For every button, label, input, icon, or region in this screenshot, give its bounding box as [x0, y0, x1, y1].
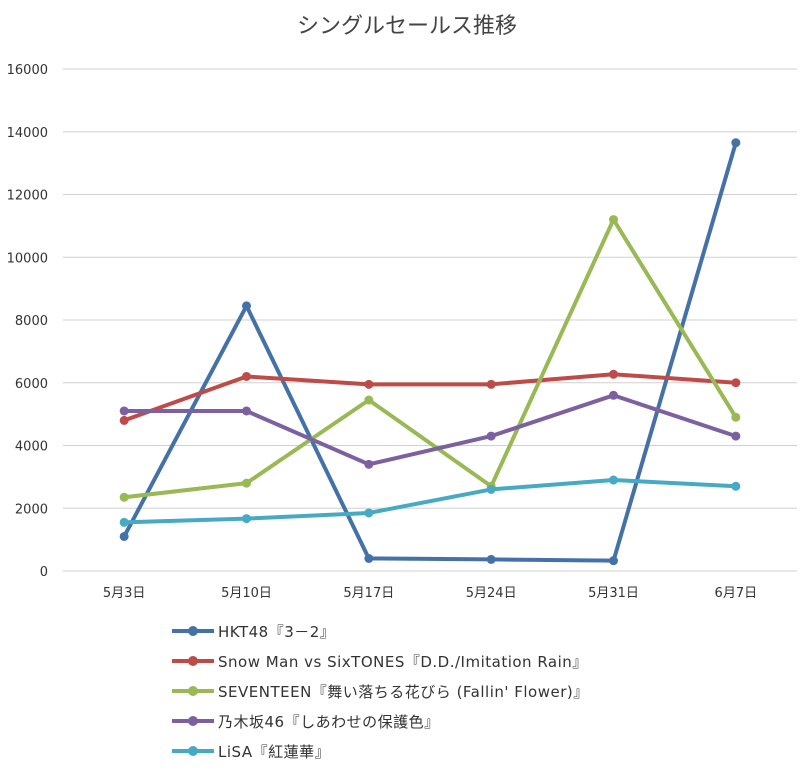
series-0: [119, 138, 741, 566]
legend-label: SEVENTEEN『舞い落ちる花びら (Fallin' Flower)』: [218, 682, 589, 701]
x-axis-ticks: 5月3日 5月10日 5月17日 5月24日 5月31日 6月7日: [103, 586, 757, 601]
data-point: [242, 514, 251, 524]
chart-title: シングルセールス推移: [297, 14, 517, 39]
legend-label: HKT48『3－2』: [218, 622, 336, 641]
data-point: [609, 390, 618, 400]
gridlines: [63, 68, 797, 572]
y-tick-label: 8000: [15, 314, 48, 329]
y-tick-label: 0: [40, 565, 48, 580]
x-tick-label: 5月10日: [221, 586, 272, 601]
data-point: [609, 475, 618, 485]
legend-item: 乃木坂46『しあわせの保護色』: [172, 706, 589, 736]
data-point: [486, 431, 496, 441]
data-point: [242, 371, 251, 381]
data-point: [119, 492, 129, 502]
series-2: [119, 215, 741, 502]
data-point: [242, 478, 251, 488]
data-point: [364, 508, 374, 518]
data-point: [731, 481, 741, 491]
data-point: [731, 431, 741, 441]
y-tick-label: 12000: [7, 189, 48, 204]
data-point: [609, 556, 618, 566]
data-point: [119, 517, 129, 527]
series-line: [122, 142, 738, 563]
legend-item: LiSA『紅蓮華』: [172, 736, 589, 766]
series-line: [124, 393, 737, 467]
data-point: [486, 379, 496, 389]
legend: HKT48『3－2』 Snow Man vs SixTONES『D.D./Imit…: [172, 616, 589, 766]
data-point: [486, 554, 496, 564]
data-point: [119, 406, 129, 416]
x-tick-label: 5月31日: [588, 586, 639, 601]
data-point: [731, 378, 741, 388]
data-point: [119, 531, 129, 541]
series-4: [119, 475, 741, 527]
series-line: [124, 478, 736, 525]
y-tick-label: 16000: [7, 63, 48, 78]
y-tick-label: 10000: [7, 251, 48, 266]
x-tick-label: 5月3日: [103, 586, 146, 601]
y-axis-ticks: 0 2000 4000 6000 8000 10000 12000 14000 16000: [7, 63, 48, 580]
legend-swatch-icon: [172, 684, 214, 698]
data-point: [731, 412, 741, 422]
legend-item: HKT48『3－2』: [172, 616, 589, 646]
legend-swatch-icon: [172, 714, 214, 728]
data-point: [486, 484, 496, 494]
legend-swatch-icon: [172, 744, 214, 758]
legend-item: SEVENTEEN『舞い落ちる花びら (Fallin' Flower)』: [172, 676, 589, 706]
series-line: [123, 217, 738, 500]
legend-label: 乃木坂46『しあわせの保護色』: [218, 712, 440, 731]
y-tick-label: 6000: [15, 377, 48, 392]
legend-item: Snow Man vs SixTONES『D.D./Imitation Rain…: [172, 646, 589, 676]
y-tick-label: 4000: [15, 440, 48, 455]
x-tick-label: 6月7日: [715, 586, 758, 601]
series-line: [123, 372, 736, 423]
data-point: [364, 395, 374, 405]
x-tick-label: 5月24日: [466, 586, 517, 601]
data-point: [364, 553, 374, 563]
data-point: [242, 301, 251, 311]
series-1: [119, 369, 741, 425]
data-point: [731, 138, 741, 148]
data-point: [364, 379, 374, 389]
legend-label: Snow Man vs SixTONES『D.D./Imitation Rain…: [218, 652, 588, 671]
data-point: [609, 215, 618, 225]
legend-label: LiSA『紅蓮華』: [218, 742, 331, 761]
data-point: [609, 369, 618, 379]
y-tick-label: 14000: [7, 126, 48, 141]
y-tick-label: 2000: [15, 502, 48, 517]
data-point: [364, 459, 374, 469]
series-lines: [119, 138, 741, 566]
data-point: [242, 406, 251, 416]
series-3: [119, 390, 741, 469]
data-point: [119, 415, 129, 425]
legend-swatch-icon: [172, 624, 214, 638]
x-tick-label: 5月17日: [343, 586, 394, 601]
line-chart: シングルセールス推移 0 2000 4000 6000 8000 10000 12000 14…: [7, 14, 797, 601]
legend-swatch-icon: [172, 654, 214, 668]
